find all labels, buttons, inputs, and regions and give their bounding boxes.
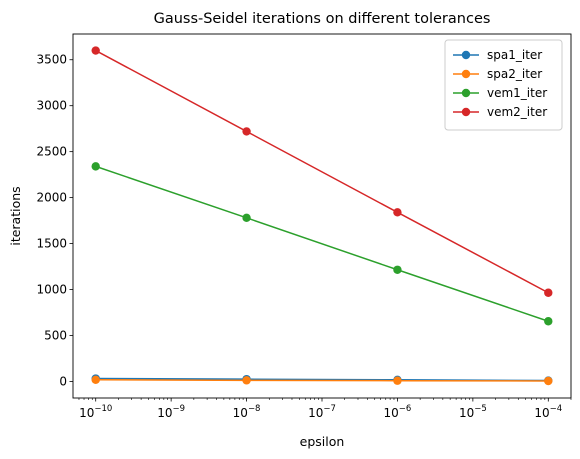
x-tick-mantissa: 10 xyxy=(308,406,323,420)
legend: spa1_iter spa2_iter vem1_iter vem2_iter xyxy=(445,40,562,130)
data-point xyxy=(544,377,552,385)
x-tick-mantissa: 10 xyxy=(79,406,94,420)
y-tick-label: 1500 xyxy=(36,237,67,251)
x-tick-mantissa: 10 xyxy=(459,406,474,420)
data-point xyxy=(393,266,401,274)
data-point xyxy=(92,376,100,384)
series-spa2_iter xyxy=(92,376,553,386)
x-axis: 10−10 10−9 10−8 10−7 10−6 10−5 10−4 xyxy=(79,398,571,420)
x-tick-label: 10−8 xyxy=(233,404,261,420)
legend-label: vem1_iter xyxy=(487,86,547,100)
data-point xyxy=(544,317,552,325)
x-tick-label: 10−5 xyxy=(459,404,487,420)
x-tick-exponent: −10 xyxy=(94,404,112,414)
legend-label: spa1_iter xyxy=(487,48,542,62)
series-vem1_iter xyxy=(92,162,553,325)
data-point xyxy=(393,377,401,385)
x-tick-label: 10−6 xyxy=(384,404,412,420)
data-point xyxy=(242,376,250,384)
data-point xyxy=(92,46,100,54)
y-tick-label: 1000 xyxy=(36,283,67,297)
chart-title: Gauss-Seidel iterations on different tol… xyxy=(154,11,491,27)
y-axis: 0 500 1000 1500 2000 2500 3000 3500 xyxy=(36,53,73,389)
y-tick-label: 2500 xyxy=(36,145,67,159)
data-point xyxy=(393,208,401,216)
x-tick-exponent: −6 xyxy=(399,404,412,414)
legend-marker xyxy=(462,51,470,59)
x-tick-exponent: −4 xyxy=(550,404,563,414)
data-point xyxy=(92,162,100,170)
y-tick-label: 3000 xyxy=(36,99,67,113)
x-tick-label: 10−10 xyxy=(79,404,112,420)
series-line xyxy=(96,166,549,321)
legend-label: vem2_iter xyxy=(487,105,547,119)
legend-marker xyxy=(462,70,470,78)
x-axis-label: epsilon xyxy=(300,434,345,449)
x-tick-mantissa: 10 xyxy=(157,406,172,420)
y-tick-label: 500 xyxy=(44,328,67,342)
data-point xyxy=(242,127,250,135)
x-tick-mantissa: 10 xyxy=(384,406,399,420)
x-tick-exponent: −7 xyxy=(323,404,336,414)
x-tick-exponent: −9 xyxy=(173,404,186,414)
legend-marker xyxy=(462,89,470,97)
x-tick-mantissa: 10 xyxy=(233,406,248,420)
y-axis-label: iterations xyxy=(8,186,23,245)
y-tick-label: 0 xyxy=(59,374,67,388)
x-tick-label: 10−4 xyxy=(534,404,562,420)
data-point xyxy=(242,214,250,222)
x-tick-exponent: −8 xyxy=(248,404,261,414)
x-tick-exponent: −5 xyxy=(474,404,487,414)
x-tick-label: 10−9 xyxy=(157,404,185,420)
x-tick-mantissa: 10 xyxy=(534,406,549,420)
legend-marker xyxy=(462,108,470,116)
data-point xyxy=(544,289,552,297)
legend-label: spa2_iter xyxy=(487,67,542,81)
x-tick-label: 10−7 xyxy=(308,404,336,420)
y-tick-label: 2000 xyxy=(36,191,67,205)
y-tick-label: 3500 xyxy=(36,53,67,67)
